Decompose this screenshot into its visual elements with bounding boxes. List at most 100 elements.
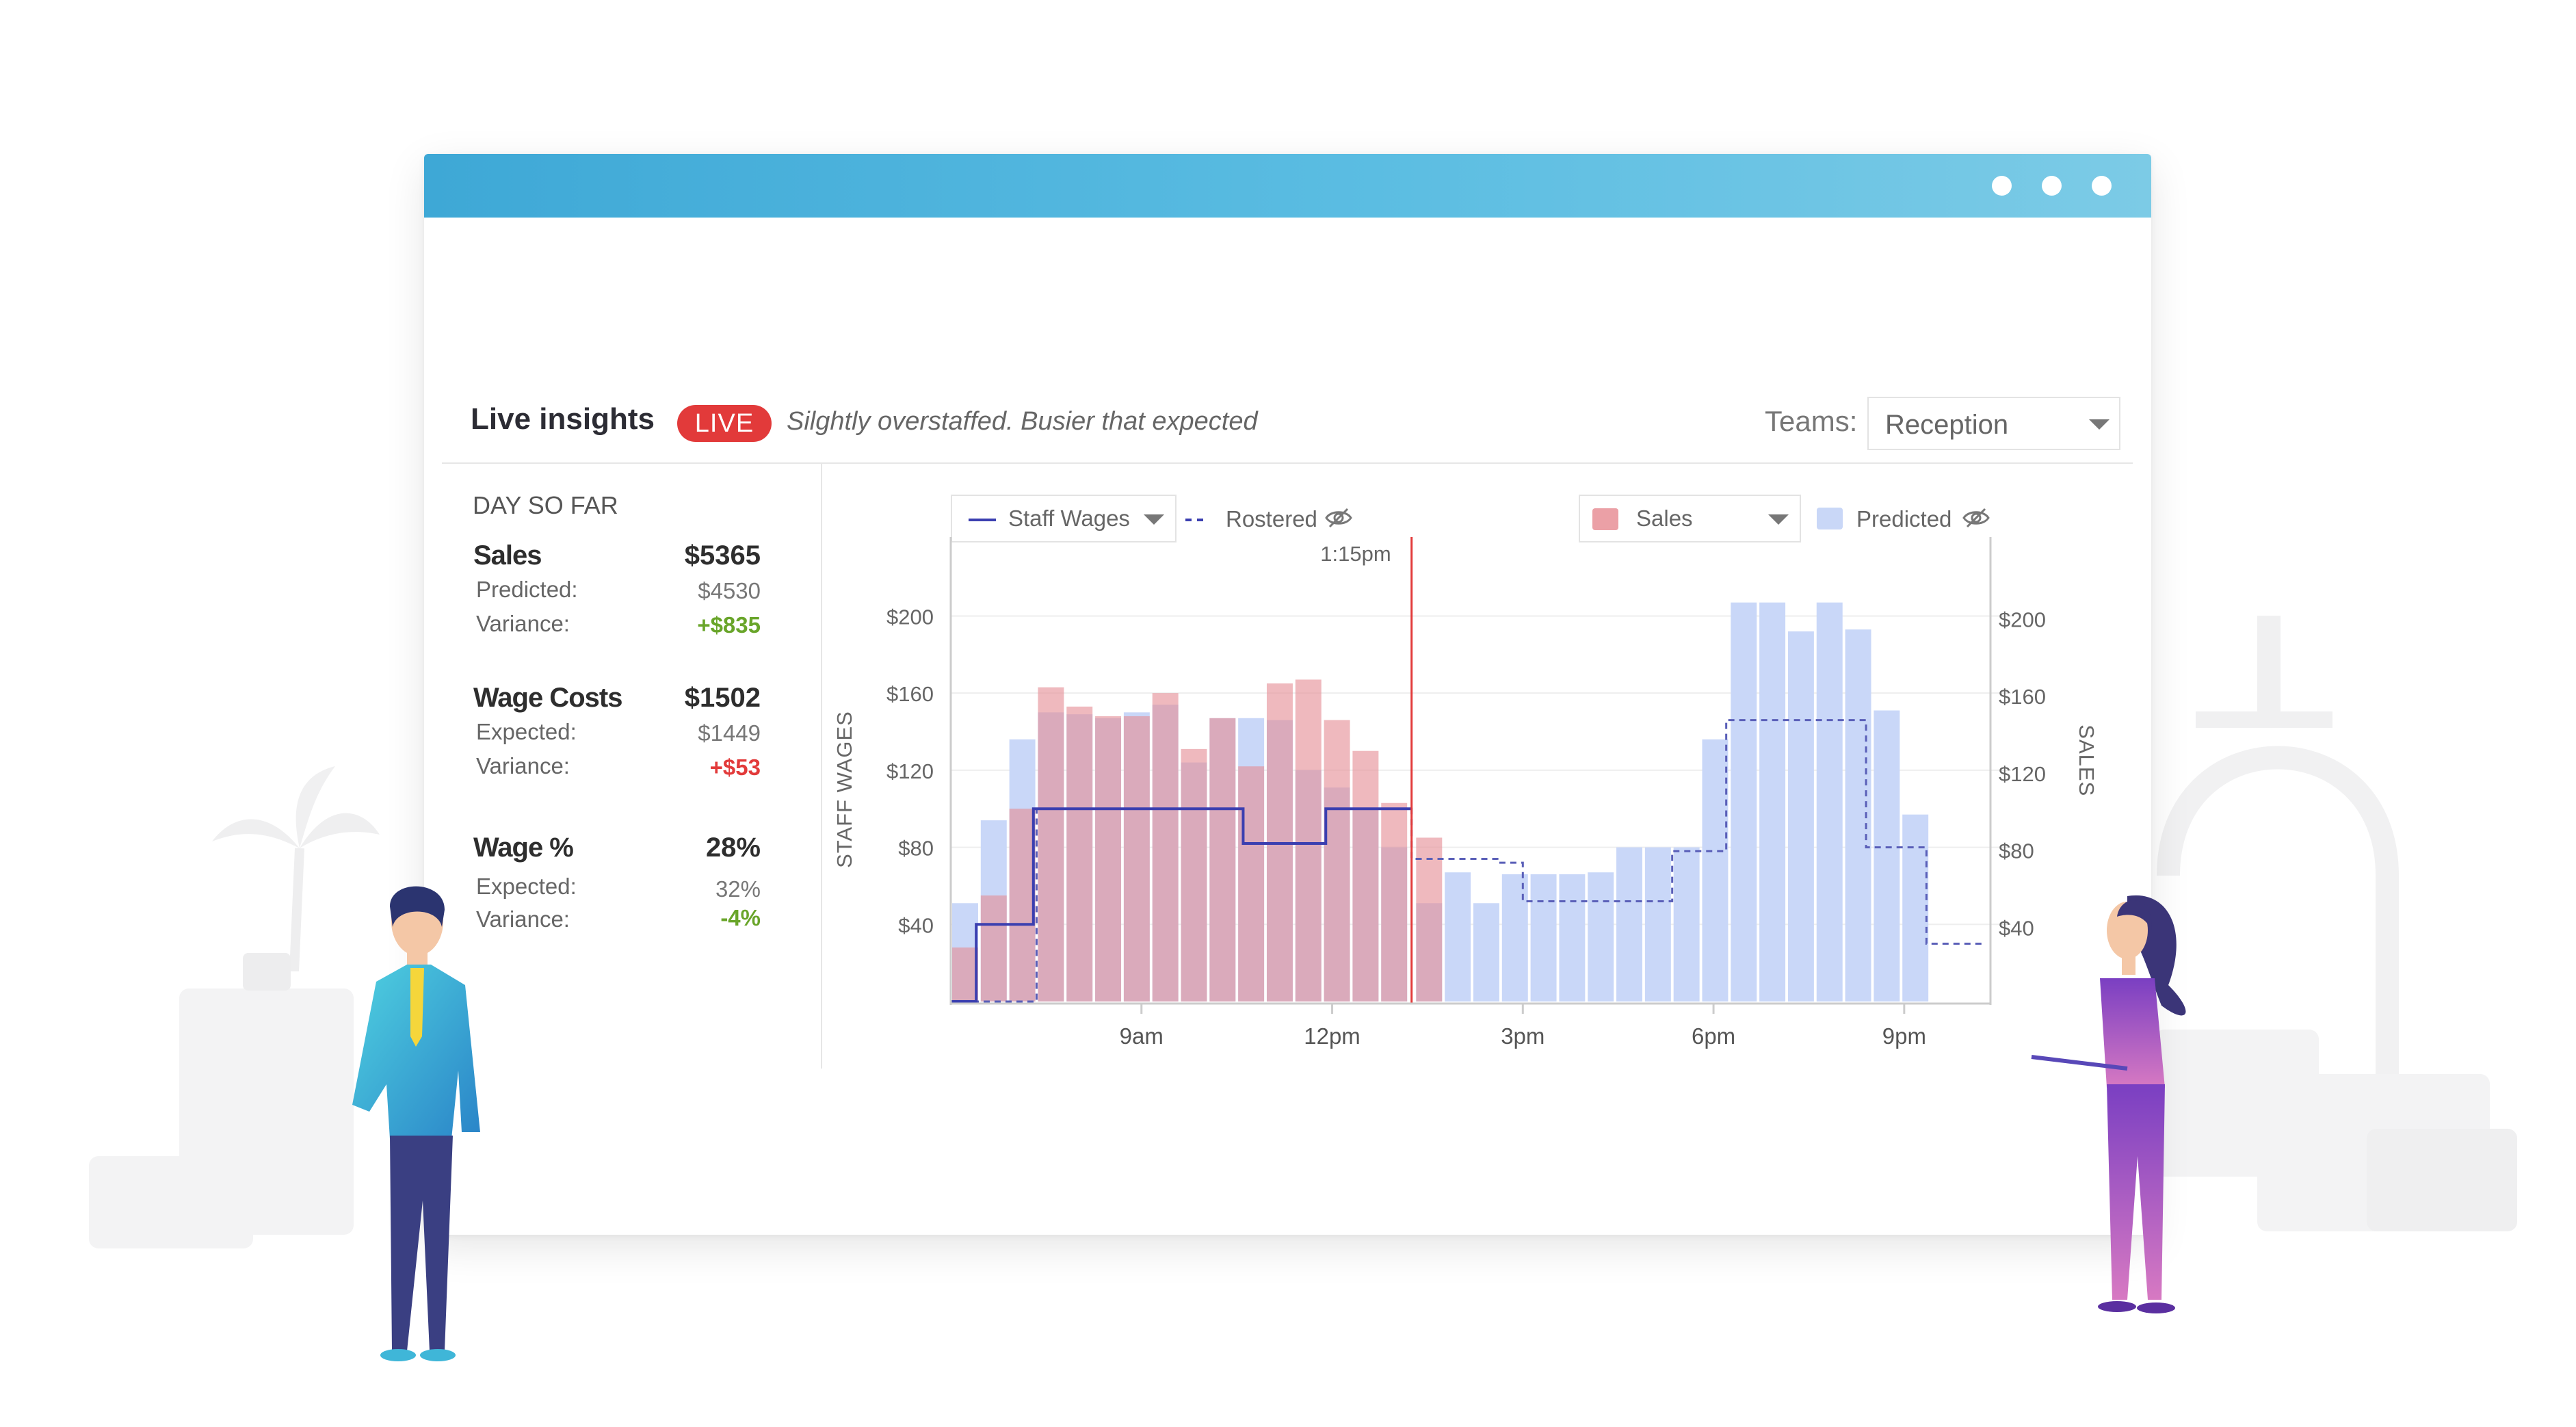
right-tick-label: $120 — [1999, 762, 2046, 786]
sales-predicted-value: $4530 — [698, 578, 761, 603]
staff-wages-line — [951, 807, 1412, 1003]
predicted-bar — [1473, 903, 1499, 1001]
sales-label: Sales — [473, 540, 542, 571]
wage-percent-variance-value: -4% — [720, 905, 761, 930]
staffing-chart: $40 $40 $80 $80 $120 $120 $160 $160 $200 $200 9am 1… — [832, 537, 2099, 1049]
sales-legend-label: Sales — [1636, 506, 1693, 531]
rostered-swatch — [1185, 519, 1192, 521]
sales-variance-value: +$835 — [697, 612, 761, 638]
predicted-bar — [1874, 710, 1900, 1001]
right-tick-label: $80 — [1999, 839, 2034, 863]
sales-bar — [980, 895, 1007, 1001]
woman-illustration — [2031, 895, 2186, 1313]
wage-costs-value: $1502 — [684, 683, 761, 713]
app-window: Live insights LIVE Silghtly overstaffed.… — [424, 154, 2151, 1235]
sales-dropdown[interactable]: Sales — [1579, 495, 1801, 542]
sales-bar — [1381, 802, 1408, 1001]
wage-percent-variance-label: Variance: — [476, 906, 570, 932]
wage-variance-label: Variance: — [476, 753, 570, 778]
wage-variance-value: +$53 — [709, 755, 761, 780]
sales-bar — [1352, 750, 1379, 1001]
x-tick-label: 9pm — [1882, 1023, 1926, 1049]
x-tick-label: 9am — [1120, 1023, 1164, 1049]
predicted-bar — [1816, 602, 1843, 1001]
right-tick-label: $200 — [1999, 607, 2046, 631]
summary-heading: DAY SO FAR — [473, 491, 618, 519]
sales-bar — [1095, 716, 1122, 1001]
right-tick-label: $160 — [1999, 685, 2046, 709]
predicted-bar — [1644, 847, 1671, 1001]
predicted-bar — [1559, 874, 1586, 1001]
teams-label: Teams: — [1765, 405, 1858, 437]
page-title: Live insights — [471, 402, 655, 436]
left-tick-label: $40 — [898, 913, 934, 937]
left-tick-label: $160 — [886, 682, 934, 706]
sales-swatch — [1592, 508, 1618, 530]
rostered-swatch — [1197, 519, 1203, 521]
predicted-bar — [1588, 872, 1614, 1001]
right-tick-label: $40 — [1999, 916, 2034, 940]
wage-percent-value: 28% — [705, 833, 761, 863]
sales-bar — [1181, 748, 1207, 1001]
rostered-label: Rostered — [1226, 506, 1317, 532]
chevron-down-icon — [2089, 419, 2110, 430]
staff-wages-label: Staff Wages — [1008, 506, 1130, 531]
predicted-bar — [1673, 847, 1700, 1001]
window-dot-icon[interactable] — [2092, 176, 2112, 196]
predicted-bar — [1445, 872, 1471, 1001]
predicted-label: Predicted — [1856, 506, 1952, 532]
header-divider — [442, 462, 2133, 464]
predicted-bar — [1902, 814, 1929, 1001]
predicted-bar — [1616, 847, 1643, 1001]
wage-expected-label: Expected: — [476, 719, 577, 744]
x-tick-label: 6pm — [1692, 1023, 1735, 1049]
luggage-cart-decoration — [2155, 616, 2401, 1231]
window-titlebar — [424, 154, 2151, 218]
wage-percent-label: Wage % — [473, 833, 574, 863]
predicted-bar — [1702, 739, 1729, 1001]
window-dot-icon[interactable] — [2042, 176, 2062, 196]
sales-bar — [1295, 679, 1322, 1001]
sales-bar — [1038, 687, 1064, 1001]
predicted-bar — [1787, 631, 1814, 1001]
staff-wages-dropdown[interactable]: Staff Wages — [951, 495, 1177, 542]
window-dot-icon[interactable] — [1992, 176, 2012, 196]
wage-percent-expected-value: 32% — [715, 876, 761, 902]
sales-bar — [1123, 716, 1150, 1001]
teams-dropdown-value: Reception — [1885, 410, 2009, 440]
x-tick-label: 3pm — [1501, 1023, 1545, 1049]
bag-decoration — [89, 1156, 253, 1248]
sales-bar — [1238, 766, 1265, 1001]
sales-bar — [1152, 693, 1179, 1001]
suitcase-handle-decoration — [243, 953, 291, 991]
predicted-bar — [1759, 602, 1786, 1001]
luggage-small-decoration — [2367, 1129, 2517, 1231]
sales-predicted-label: Predicted: — [476, 577, 578, 602]
status-message: Silghtly overstaffed. Busier that expect… — [787, 407, 1258, 436]
wage-costs-label: Wage Costs — [473, 683, 622, 713]
y2-axis-title: SALES — [2075, 724, 2099, 796]
man-illustration — [352, 886, 480, 1361]
sales-bar — [1209, 718, 1236, 1001]
panel-divider — [821, 463, 822, 1069]
sales-bar — [1416, 837, 1443, 1001]
palm-tree-decoration — [205, 766, 383, 972]
eye-hidden-icon[interactable] — [1324, 506, 1353, 533]
predicted-swatch — [1817, 508, 1843, 529]
eye-hidden-icon[interactable] — [1962, 506, 1990, 533]
left-tick-label: $120 — [886, 759, 934, 783]
sales-variance-label: Variance: — [476, 611, 570, 636]
x-tick-label: 12pm — [1304, 1023, 1361, 1049]
predicted-bar — [1731, 602, 1757, 1001]
sales-bar — [1324, 720, 1350, 1001]
wage-expected-value: $1449 — [698, 720, 761, 746]
predicted-bar — [1845, 629, 1871, 1001]
sales-bar — [1009, 809, 1036, 1001]
staff-wages-swatch — [969, 519, 996, 521]
teams-dropdown[interactable]: Reception — [1867, 397, 2120, 450]
left-tick-label: $80 — [898, 837, 934, 861]
left-tick-label: $200 — [886, 605, 934, 629]
chevron-down-icon — [1768, 514, 1789, 525]
sales-bar — [1066, 706, 1093, 1001]
sales-bar — [952, 947, 978, 1001]
